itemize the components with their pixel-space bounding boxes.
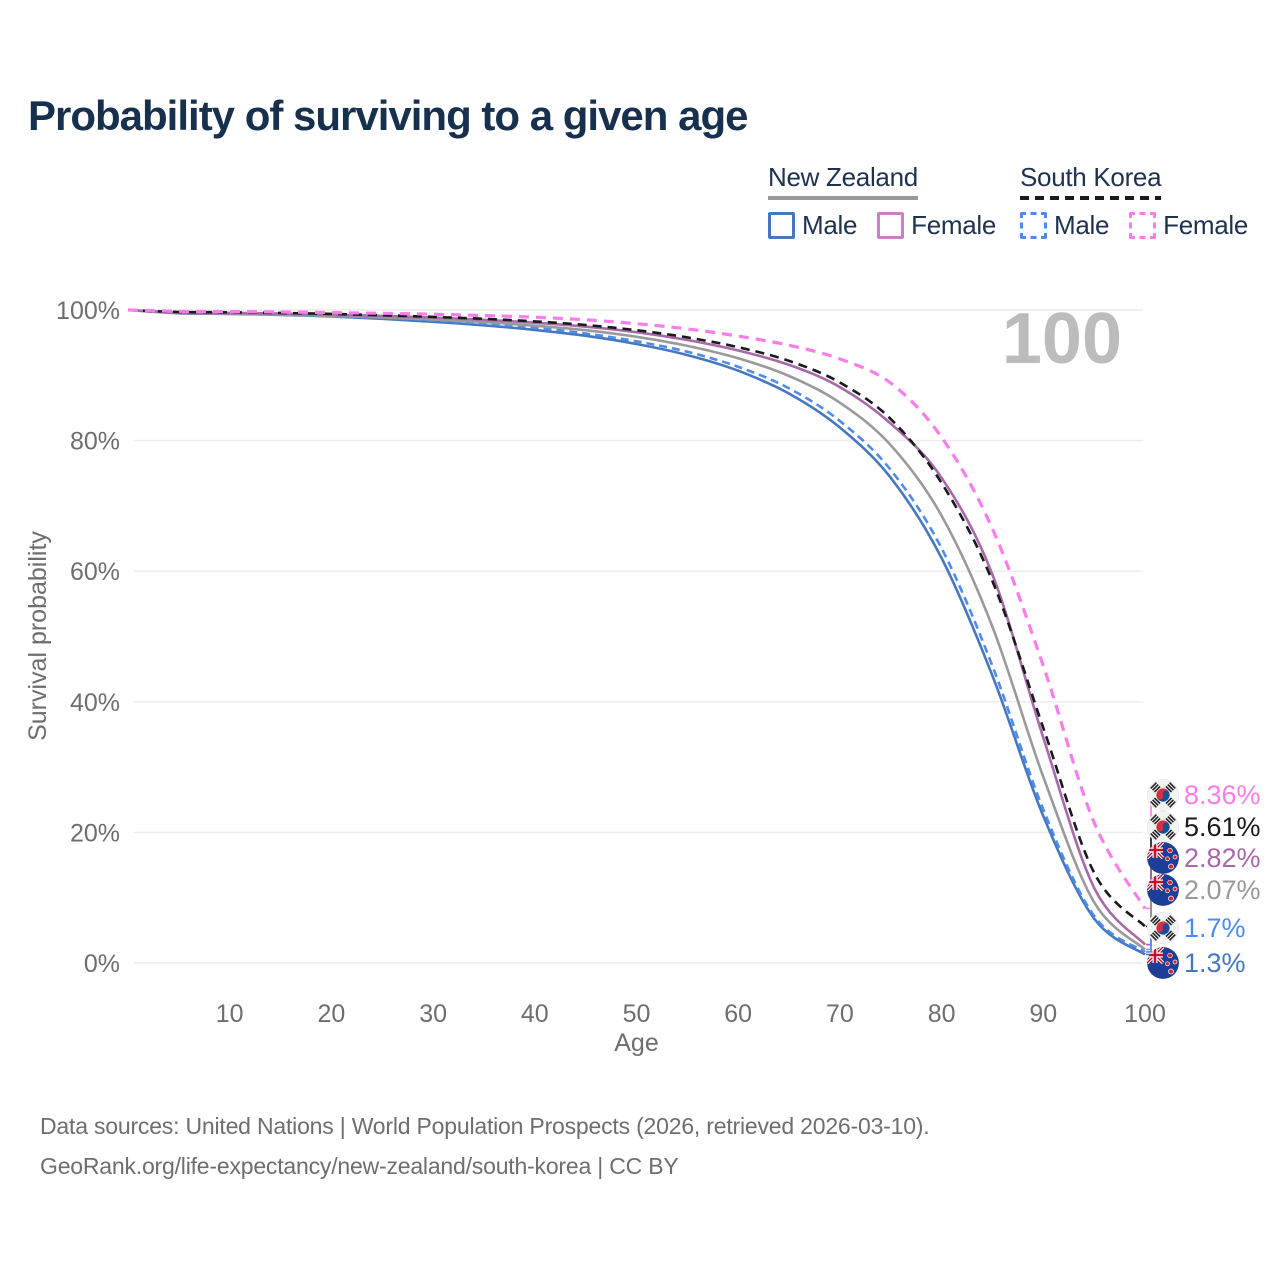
end-label-sk_female: 8.36% — [1147, 779, 1261, 811]
flag-icon-nz — [1147, 842, 1179, 874]
x-tick-label: 50 — [623, 1000, 651, 1028]
nz-male-swatch-icon — [768, 212, 795, 239]
age-watermark: 100 — [1002, 299, 1122, 379]
curve-sk_male — [127, 308, 1146, 954]
legend-country-label-south-korea: South Korea — [1020, 162, 1162, 192]
end-label-value-nz_total: 2.07% — [1184, 875, 1261, 905]
x-tick-label: 30 — [419, 1000, 447, 1028]
curve-nz_total — [127, 308, 1146, 951]
flag-icon-kr — [1147, 811, 1179, 843]
x-tick-label: 80 — [928, 1000, 956, 1028]
x-tick-label: 60 — [724, 1000, 752, 1028]
end-label-sk_total: 5.61% — [1147, 811, 1261, 843]
nz-total-line-swatch — [768, 196, 918, 200]
end-label-nz_total: 2.07% — [1147, 874, 1261, 906]
x-axis-title: Age — [614, 1029, 658, 1057]
kr-total-line-swatch — [1020, 196, 1162, 200]
legend-item-label: Male — [1054, 210, 1110, 240]
legend-item-kr-male[interactable]: Male — [1020, 210, 1109, 241]
kr-female-swatch-icon — [1129, 212, 1157, 239]
y-tick-label: 80% — [70, 428, 120, 456]
x-tick-label: 20 — [317, 1000, 345, 1028]
x-tick-label: 100 — [1124, 1000, 1166, 1028]
end-label-value-nz_male: 1.3% — [1184, 948, 1246, 978]
end-label-sk_male: 1.7% — [1147, 912, 1246, 944]
legend-country-label-new-zealand: New Zealand — [768, 162, 918, 192]
end-label-value-nz_female: 2.82% — [1184, 843, 1261, 873]
data-source-footer: Data sources: United Nations | World Pop… — [40, 1106, 1240, 1186]
flag-icon-nz — [1147, 947, 1179, 979]
data-source-line: Data sources: United Nations | World Pop… — [40, 1113, 930, 1139]
y-tick-label: 100% — [56, 297, 120, 325]
legend-item-label: Female — [911, 210, 997, 240]
legend-item-kr-female[interactable]: Female — [1129, 210, 1248, 241]
page-title: Probability of surviving to a given age — [28, 92, 748, 139]
flag-icon-nz — [1147, 874, 1179, 906]
curve-sk_total — [127, 308, 1146, 928]
y-tick-label: 40% — [70, 689, 120, 717]
legend-item-nz-male[interactable]: Male — [768, 210, 857, 241]
legend-group-south-korea: South Korea Male Female — [1020, 162, 1248, 241]
flag-icon-kr — [1147, 912, 1179, 944]
y-tick-label: 20% — [70, 819, 120, 847]
end-label-nz_male: 1.3% — [1147, 947, 1246, 979]
chart-legend: New Zealand Male Female South Korea Male — [0, 162, 1280, 242]
end-label-nz_female: 2.82% — [1147, 842, 1261, 874]
x-tick-label: 40 — [521, 1000, 549, 1028]
end-label-value-sk_total: 5.61% — [1184, 812, 1261, 842]
curve-nz_male — [127, 308, 1146, 956]
legend-head-new-zealand: New Zealand — [768, 162, 918, 200]
end-label-value-sk_male: 1.7% — [1184, 913, 1246, 943]
flag-icon-kr — [1147, 779, 1179, 811]
attribution-line: GeoRank.org/life-expectancy/new-zealand/… — [40, 1153, 679, 1179]
nz-female-swatch-icon — [877, 212, 905, 239]
y-tick-label: 0% — [84, 950, 120, 978]
legend-item-nz-female[interactable]: Female — [877, 210, 996, 241]
x-tick-label: 70 — [826, 1000, 854, 1028]
curve-sk_female — [127, 308, 1147, 910]
end-label-value-sk_female: 8.36% — [1184, 780, 1261, 810]
x-tick-label: 90 — [1029, 1000, 1057, 1028]
y-tick-label: 60% — [70, 558, 120, 586]
x-tick-label: 10 — [216, 1000, 244, 1028]
legend-item-label: Male — [802, 210, 858, 240]
y-axis-title: Survival probability — [24, 531, 52, 741]
legend-group-new-zealand: New Zealand Male Female — [768, 162, 996, 241]
legend-head-south-korea: South Korea — [1020, 162, 1162, 200]
kr-male-swatch-icon — [1020, 212, 1047, 239]
legend-item-label: Female — [1163, 210, 1249, 240]
